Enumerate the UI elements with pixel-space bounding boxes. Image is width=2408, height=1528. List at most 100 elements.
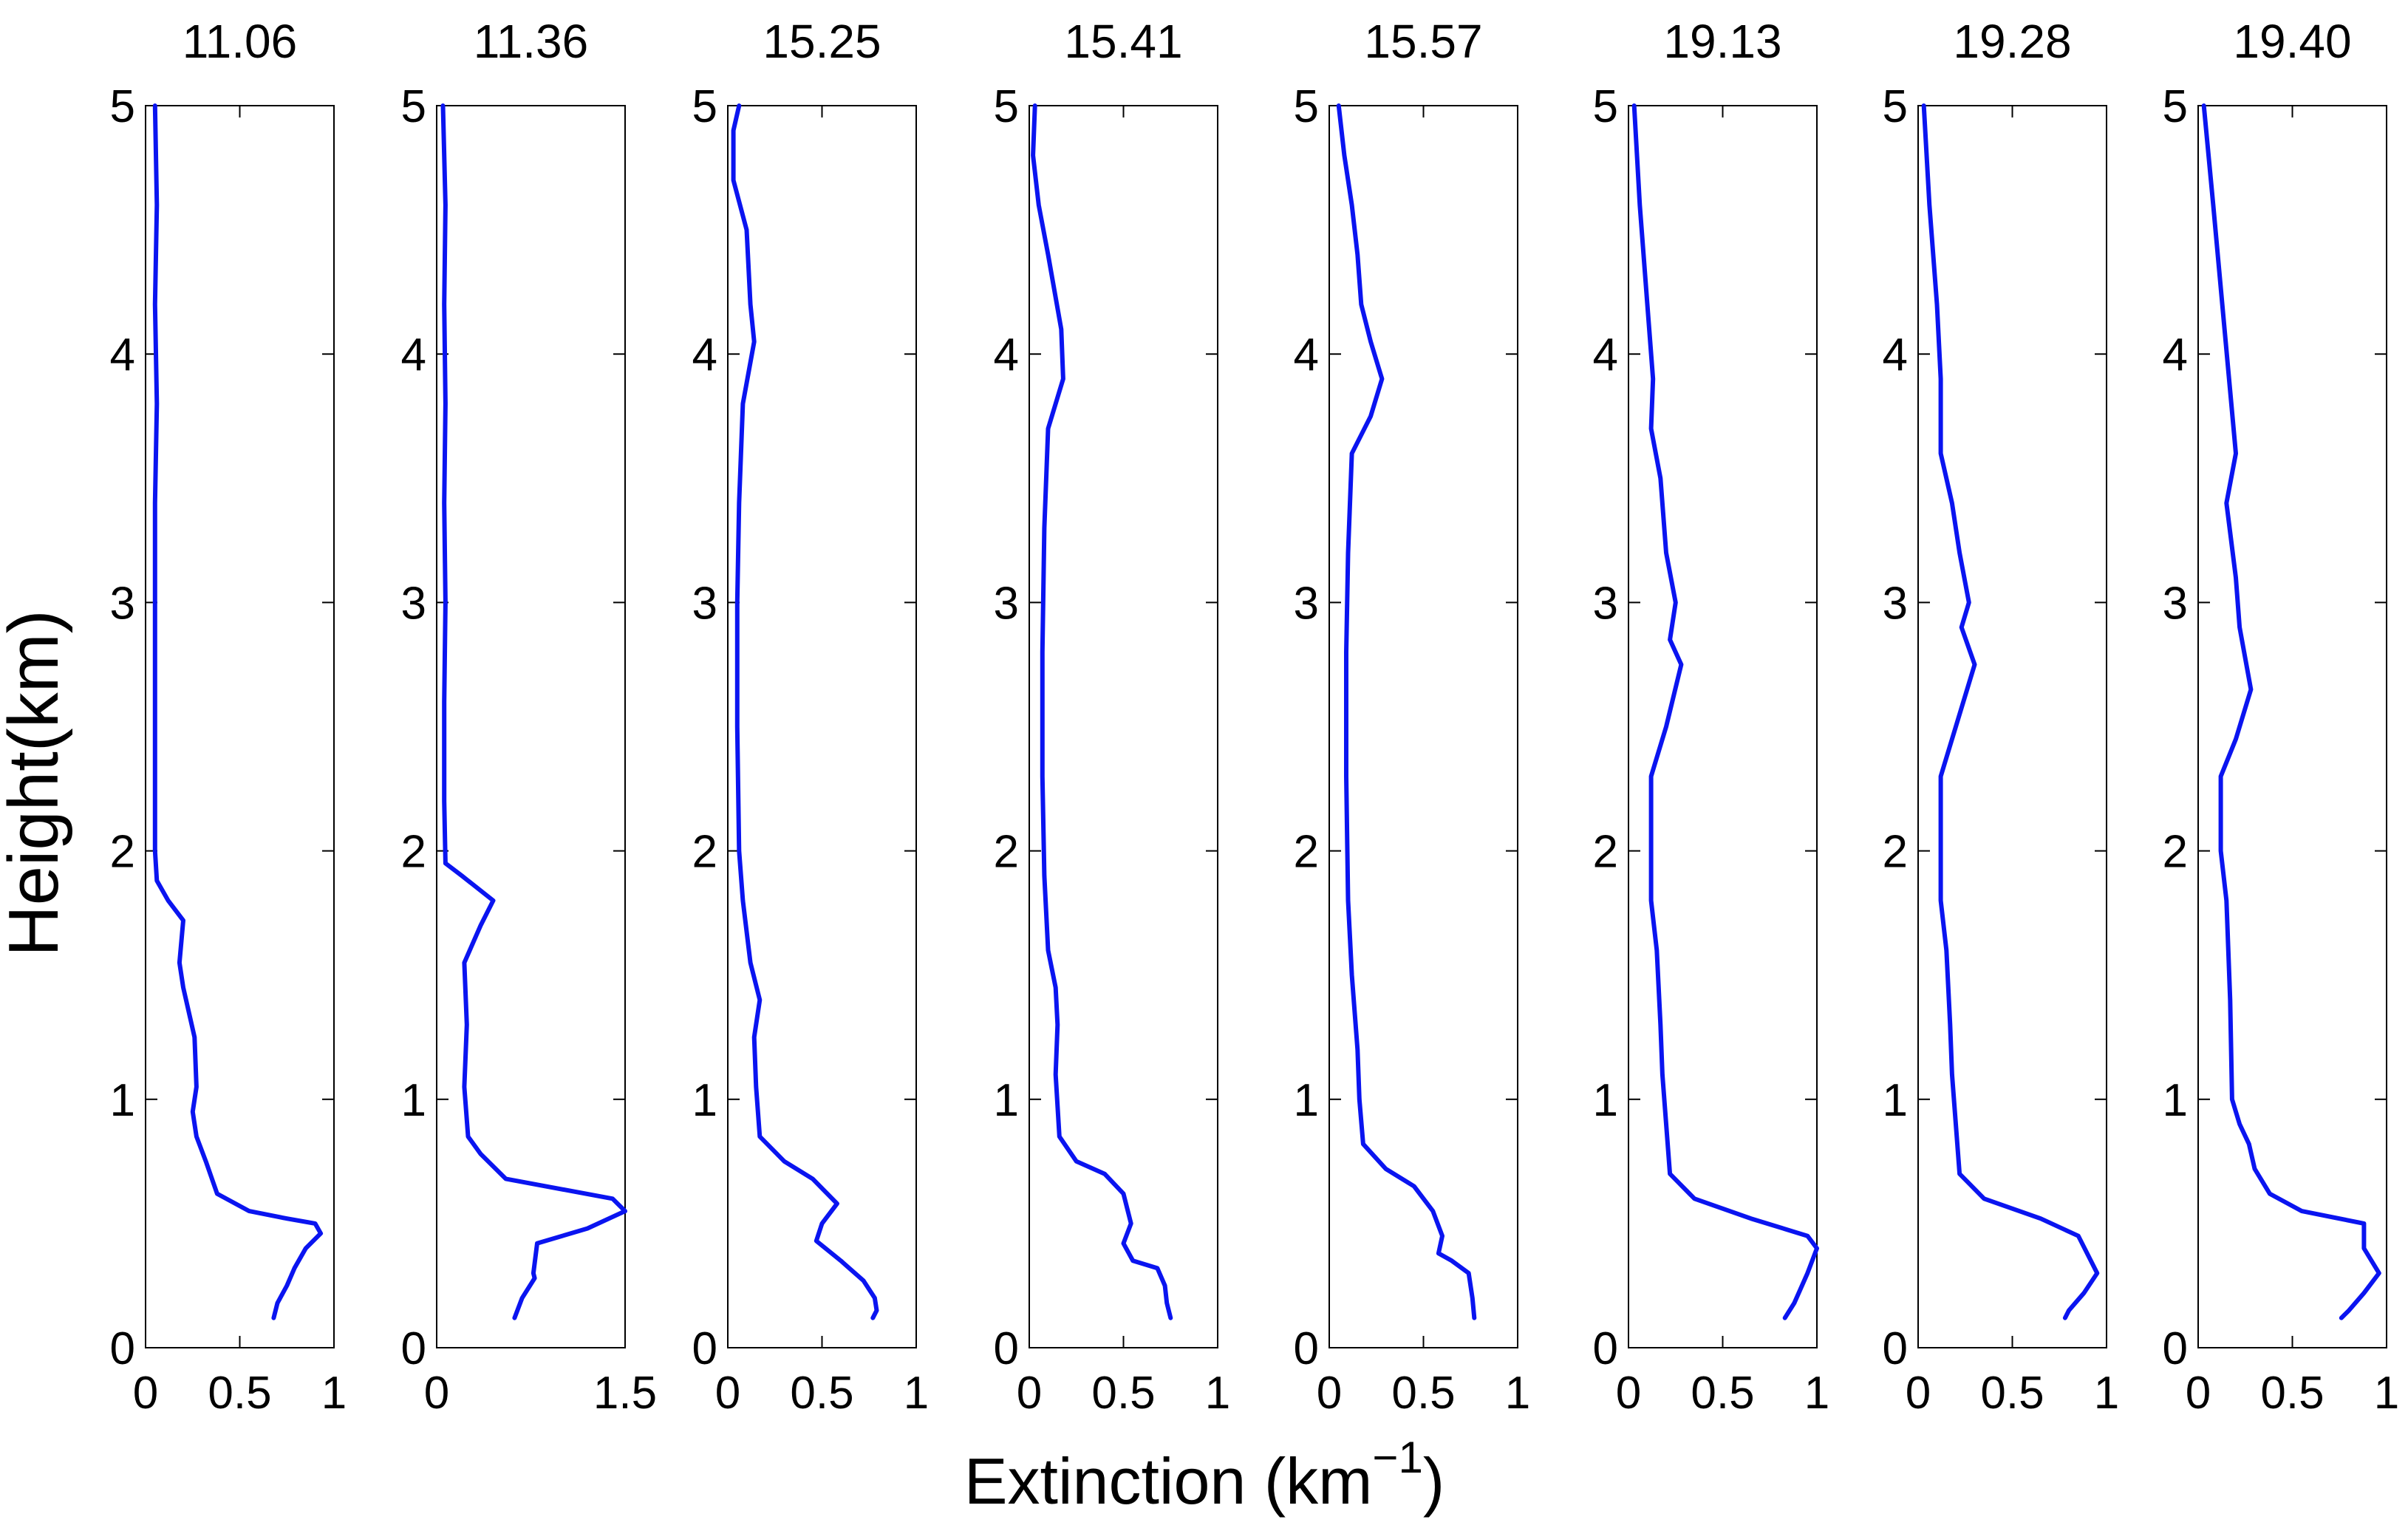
panel-7-xtick-label-0: 0: [1906, 1368, 1931, 1419]
panel-5-ytick-label-0: 0: [1294, 1323, 1319, 1374]
panel-4-xtick-label-0: 0: [1017, 1368, 1042, 1419]
panel-7-xtick-label-1: 0.5: [1980, 1368, 2044, 1419]
panel-2-ytick-label-5: 5: [401, 81, 426, 132]
x-axis-label-close: ): [1423, 1445, 1445, 1518]
panel-6-series-line: [1631, 103, 1819, 1320]
panel-4-xtick-label-1: 0.5: [1091, 1368, 1155, 1419]
panel-7-ytick-label-0: 0: [1883, 1323, 1908, 1374]
panel-1-xtick-label-2: 1: [321, 1368, 347, 1419]
panel-6-ytick-label-1: 1: [1593, 1075, 1618, 1126]
panel-1-frame: [145, 105, 335, 1348]
panel-2-title: 11.36: [474, 15, 588, 68]
panel-1-ytick-label-4: 4: [110, 330, 135, 381]
panel-7-ytick-label-4: 4: [1883, 330, 1908, 381]
panel-1-ytick-label-2: 2: [110, 827, 135, 878]
panel-4-ytick-label-5: 5: [994, 81, 1019, 132]
panel-4-ytick-label-0: 0: [994, 1323, 1019, 1374]
panel-5-frame: [1329, 105, 1518, 1348]
panel-8-ytick-label-3: 3: [2163, 578, 2188, 629]
panel-3-ytick-label-2: 2: [692, 827, 717, 878]
panel-6-ytick-label-3: 3: [1593, 578, 1618, 629]
panel-6: 19.13 0 1 2 3 4 5 0 0.5 1: [1593, 15, 1830, 1419]
panel-3-ytick-label-3: 3: [692, 578, 717, 629]
panel-2-ytick-label-2: 2: [401, 827, 426, 878]
panel-6-title: 19.13: [1663, 15, 1781, 68]
panel-8-xtick-label-1: 0.5: [2260, 1368, 2324, 1419]
panel-7: 19.28 0 1 2 3 4 5 0 0.5 1: [1883, 15, 2120, 1419]
panel-1-ytick-label-0: 0: [110, 1323, 135, 1374]
panel-6-ytick-label-5: 5: [1593, 81, 1618, 132]
panel-3-ytick-label-0: 0: [692, 1323, 717, 1374]
panel-8-ytick-label-4: 4: [2163, 330, 2188, 381]
panel-3-xtick-label-2: 1: [904, 1368, 929, 1419]
panel-3-frame: [727, 105, 917, 1348]
panel-1-ytick-label-3: 3: [110, 578, 135, 629]
panel-8-title: 19.40: [2233, 15, 2351, 68]
panel-4-ytick-label-1: 1: [994, 1075, 1019, 1126]
panel-4-series-line: [1031, 103, 1173, 1320]
panel-3-series-line: [731, 103, 879, 1320]
panel-3-ytick-label-5: 5: [692, 81, 717, 132]
panel-8-frame: [2197, 105, 2387, 1348]
panel-7-ytick-label-2: 2: [1883, 827, 1908, 878]
panel-5: 15.57 0 1 2 3 4 5 0 0.5 1: [1294, 15, 1531, 1419]
panel-1-ytick-label-5: 5: [110, 81, 135, 132]
panel-2-series-line: [440, 103, 627, 1320]
panel-6-frame: [1628, 105, 1818, 1348]
panel-2-frame: [436, 105, 626, 1348]
panel-4-ytick-label-4: 4: [994, 330, 1019, 381]
panel-7-ytick-label-5: 5: [1883, 81, 1908, 132]
panel-8-xtick-label-0: 0: [2186, 1368, 2211, 1419]
panel-6-ytick-label-0: 0: [1593, 1323, 1618, 1374]
panel-5-xtick-label-1: 0.5: [1391, 1368, 1455, 1419]
panel-2: 11.36 0 1 2 3 4 5 0 1.5: [401, 15, 658, 1419]
y-axis-label: Height(km): [0, 610, 73, 956]
panel-4-xtick-label-2: 1: [1205, 1368, 1230, 1419]
panel-5-ytick-label-3: 3: [1294, 578, 1319, 629]
panel-6-xtick-label-2: 1: [1804, 1368, 1829, 1419]
panel-2-ytick-label-4: 4: [401, 330, 426, 381]
panel-1: 11.06 0 1 2 3 4 5 0 0.5 1: [110, 15, 347, 1419]
panel-3: 15.25 0 1 2 3 4 5 0 0.5 1: [692, 15, 930, 1419]
panel-5-series-line: [1336, 103, 1477, 1320]
panel-1-xtick-label-1: 0.5: [208, 1368, 271, 1419]
panel-2-xtick-label-1: 1.5: [593, 1368, 657, 1419]
panel-2-ytick-label-1: 1: [401, 1075, 426, 1126]
panel-5-ytick-label-5: 5: [1294, 81, 1319, 132]
panel-7-ytick-label-1: 1: [1883, 1075, 1908, 1126]
panel-6-xtick-label-0: 0: [1616, 1368, 1641, 1419]
x-axis-label: Extinction (km−1): [964, 1433, 1445, 1518]
panel-5-ytick-label-1: 1: [1294, 1075, 1319, 1126]
panel-7-series-line: [1921, 103, 2100, 1320]
panel-5-xtick-label-2: 1: [1505, 1368, 1530, 1419]
panel-7-xtick-label-2: 1: [2094, 1368, 2119, 1419]
panel-1-xtick-label-0: 0: [133, 1368, 158, 1419]
panel-2-ytick-label-0: 0: [401, 1323, 426, 1374]
panel-3-ytick-label-1: 1: [692, 1075, 717, 1126]
panel-8-ytick-label-2: 2: [2163, 827, 2188, 878]
panel-5-ytick-label-2: 2: [1294, 827, 1319, 878]
panel-3-ytick-label-4: 4: [692, 330, 717, 381]
panel-1-ytick-label-1: 1: [110, 1075, 135, 1126]
panel-8-ytick-label-1: 1: [2163, 1075, 2188, 1126]
panel-3-xtick-label-1: 0.5: [790, 1368, 853, 1419]
panel-6-ytick-label-4: 4: [1593, 330, 1618, 381]
panel-4-ytick-label-2: 2: [994, 827, 1019, 878]
panel-4-frame: [1029, 105, 1218, 1348]
panel-8-ytick-label-0: 0: [2163, 1323, 2188, 1374]
panel-7-frame: [1917, 105, 2107, 1348]
panel-2-xtick-label-0: 0: [424, 1368, 449, 1419]
panel-2-ytick-label-3: 3: [401, 578, 426, 629]
panel-1-title: 11.06: [183, 15, 297, 68]
panel-5-xtick-label-0: 0: [1317, 1368, 1342, 1419]
panel-8: 19.40 0 1 2 3 4 5 0 0.5 1: [2163, 15, 2400, 1419]
panel-6-ytick-label-2: 2: [1593, 827, 1618, 878]
panel-6-xtick-label-1: 0.5: [1691, 1368, 1754, 1419]
panel-7-title: 19.28: [1953, 15, 2071, 68]
panel-4: 15.41 0 1 2 3 4 5 0 0.5 1: [994, 15, 1231, 1419]
panel-3-title: 15.25: [763, 15, 881, 68]
panel-7-ytick-label-3: 3: [1883, 578, 1908, 629]
panel-4-title: 15.41: [1064, 15, 1182, 68]
